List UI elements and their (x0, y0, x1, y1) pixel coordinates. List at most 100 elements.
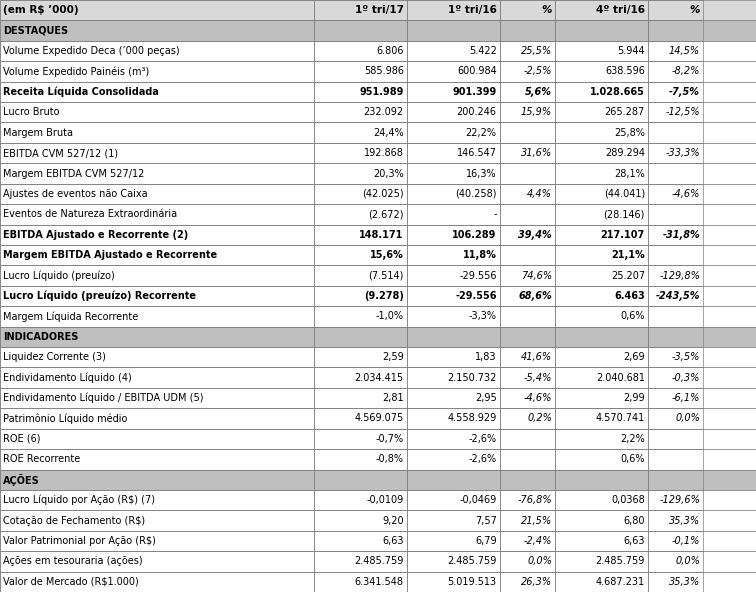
Text: 4.687.231: 4.687.231 (596, 577, 645, 587)
Bar (314, 327, 407, 347)
Text: -0,3%: -0,3% (671, 372, 700, 382)
Bar (0, 449, 314, 469)
Bar (407, 408, 500, 429)
Bar (0, 551, 314, 572)
Bar (0, 0, 756, 20)
Bar (648, 429, 703, 449)
Bar (407, 551, 500, 572)
Bar (0, 123, 314, 143)
Text: 4,4%: 4,4% (527, 189, 552, 199)
Text: 4.569.075: 4.569.075 (355, 413, 404, 423)
Bar (555, 20, 648, 41)
Bar (0, 449, 756, 469)
Text: 0,6%: 0,6% (621, 454, 645, 464)
Text: 2.485.759: 2.485.759 (355, 556, 404, 567)
Bar (500, 368, 555, 388)
Text: 146.547: 146.547 (457, 148, 497, 158)
Text: -2,5%: -2,5% (523, 66, 552, 76)
Text: (em R$ ’000): (em R$ ’000) (3, 5, 79, 15)
Bar (407, 265, 500, 286)
Text: (28.146): (28.146) (603, 210, 645, 220)
Text: -2,6%: -2,6% (469, 434, 497, 444)
Bar (0, 82, 756, 102)
Bar (0, 469, 314, 490)
Text: -0,0109: -0,0109 (367, 495, 404, 505)
Bar (407, 347, 500, 368)
Bar (407, 306, 500, 327)
Text: -0,7%: -0,7% (376, 434, 404, 444)
Text: 15,9%: 15,9% (521, 107, 552, 117)
Bar (0, 163, 756, 184)
Text: Volume Expedido Painéis (m³): Volume Expedido Painéis (m³) (3, 66, 149, 77)
Bar (555, 123, 648, 143)
Bar (314, 551, 407, 572)
Bar (0, 61, 756, 82)
Bar (648, 123, 703, 143)
Text: 2.040.681: 2.040.681 (596, 372, 645, 382)
Bar (500, 388, 555, 408)
Bar (0, 510, 756, 531)
Text: Patrimônio Líquido médio: Patrimônio Líquido médio (3, 413, 127, 424)
Bar (314, 163, 407, 184)
Text: -76,8%: -76,8% (517, 495, 552, 505)
Bar (0, 306, 756, 327)
Bar (407, 286, 500, 306)
Bar (500, 184, 555, 204)
Bar (407, 123, 500, 143)
Text: EBITDA Ajustado e Recorrente (2): EBITDA Ajustado e Recorrente (2) (3, 230, 188, 240)
Text: 25,8%: 25,8% (614, 128, 645, 138)
Bar (0, 429, 314, 449)
Bar (0, 388, 314, 408)
Bar (407, 82, 500, 102)
Bar (500, 224, 555, 245)
Bar (500, 490, 555, 510)
Bar (0, 531, 314, 551)
Bar (0, 184, 314, 204)
Bar (555, 184, 648, 204)
Text: 148.171: 148.171 (359, 230, 404, 240)
Bar (314, 469, 407, 490)
Bar (407, 102, 500, 123)
Text: Receita Líquida Consolidada: Receita Líquida Consolidada (3, 86, 159, 97)
Text: 0,6%: 0,6% (621, 311, 645, 321)
Bar (555, 449, 648, 469)
Text: Eventos de Natureza Extraordinária: Eventos de Natureza Extraordinária (3, 210, 177, 220)
Bar (314, 61, 407, 82)
Text: 11,8%: 11,8% (463, 250, 497, 260)
Text: 2.485.759: 2.485.759 (596, 556, 645, 567)
Bar (407, 61, 500, 82)
Bar (648, 61, 703, 82)
Text: 25,5%: 25,5% (521, 46, 552, 56)
Text: 585.986: 585.986 (364, 66, 404, 76)
Text: Margem EBITDA Ajustado e Recorrente: Margem EBITDA Ajustado e Recorrente (3, 250, 217, 260)
Bar (314, 20, 407, 41)
Text: 22,2%: 22,2% (466, 128, 497, 138)
Bar (407, 388, 500, 408)
Text: 14,5%: 14,5% (669, 46, 700, 56)
Bar (500, 61, 555, 82)
Bar (0, 429, 756, 449)
Bar (0, 82, 314, 102)
Bar (648, 20, 703, 41)
Bar (500, 41, 555, 61)
Text: 2.150.732: 2.150.732 (448, 372, 497, 382)
Text: ROE (6): ROE (6) (3, 434, 41, 444)
Text: Lucro Líquido por Ação (R$) (7): Lucro Líquido por Ação (R$) (7) (3, 495, 155, 506)
Bar (555, 531, 648, 551)
Text: 74,6%: 74,6% (521, 271, 552, 281)
Text: 5.422: 5.422 (469, 46, 497, 56)
Text: (9.278): (9.278) (364, 291, 404, 301)
Bar (0, 286, 314, 306)
Text: 15,6%: 15,6% (370, 250, 404, 260)
Bar (407, 531, 500, 551)
Bar (0, 490, 314, 510)
Bar (314, 429, 407, 449)
Text: -129,6%: -129,6% (659, 495, 700, 505)
Bar (0, 41, 314, 61)
Bar (0, 204, 314, 224)
Text: 6.463: 6.463 (614, 291, 645, 301)
Text: 6,80: 6,80 (624, 516, 645, 526)
Text: 4º tri/16: 4º tri/16 (596, 5, 645, 15)
Bar (0, 163, 314, 184)
Text: Lucro Líquido (preuízo) Recorrente: Lucro Líquido (preuízo) Recorrente (3, 291, 196, 301)
